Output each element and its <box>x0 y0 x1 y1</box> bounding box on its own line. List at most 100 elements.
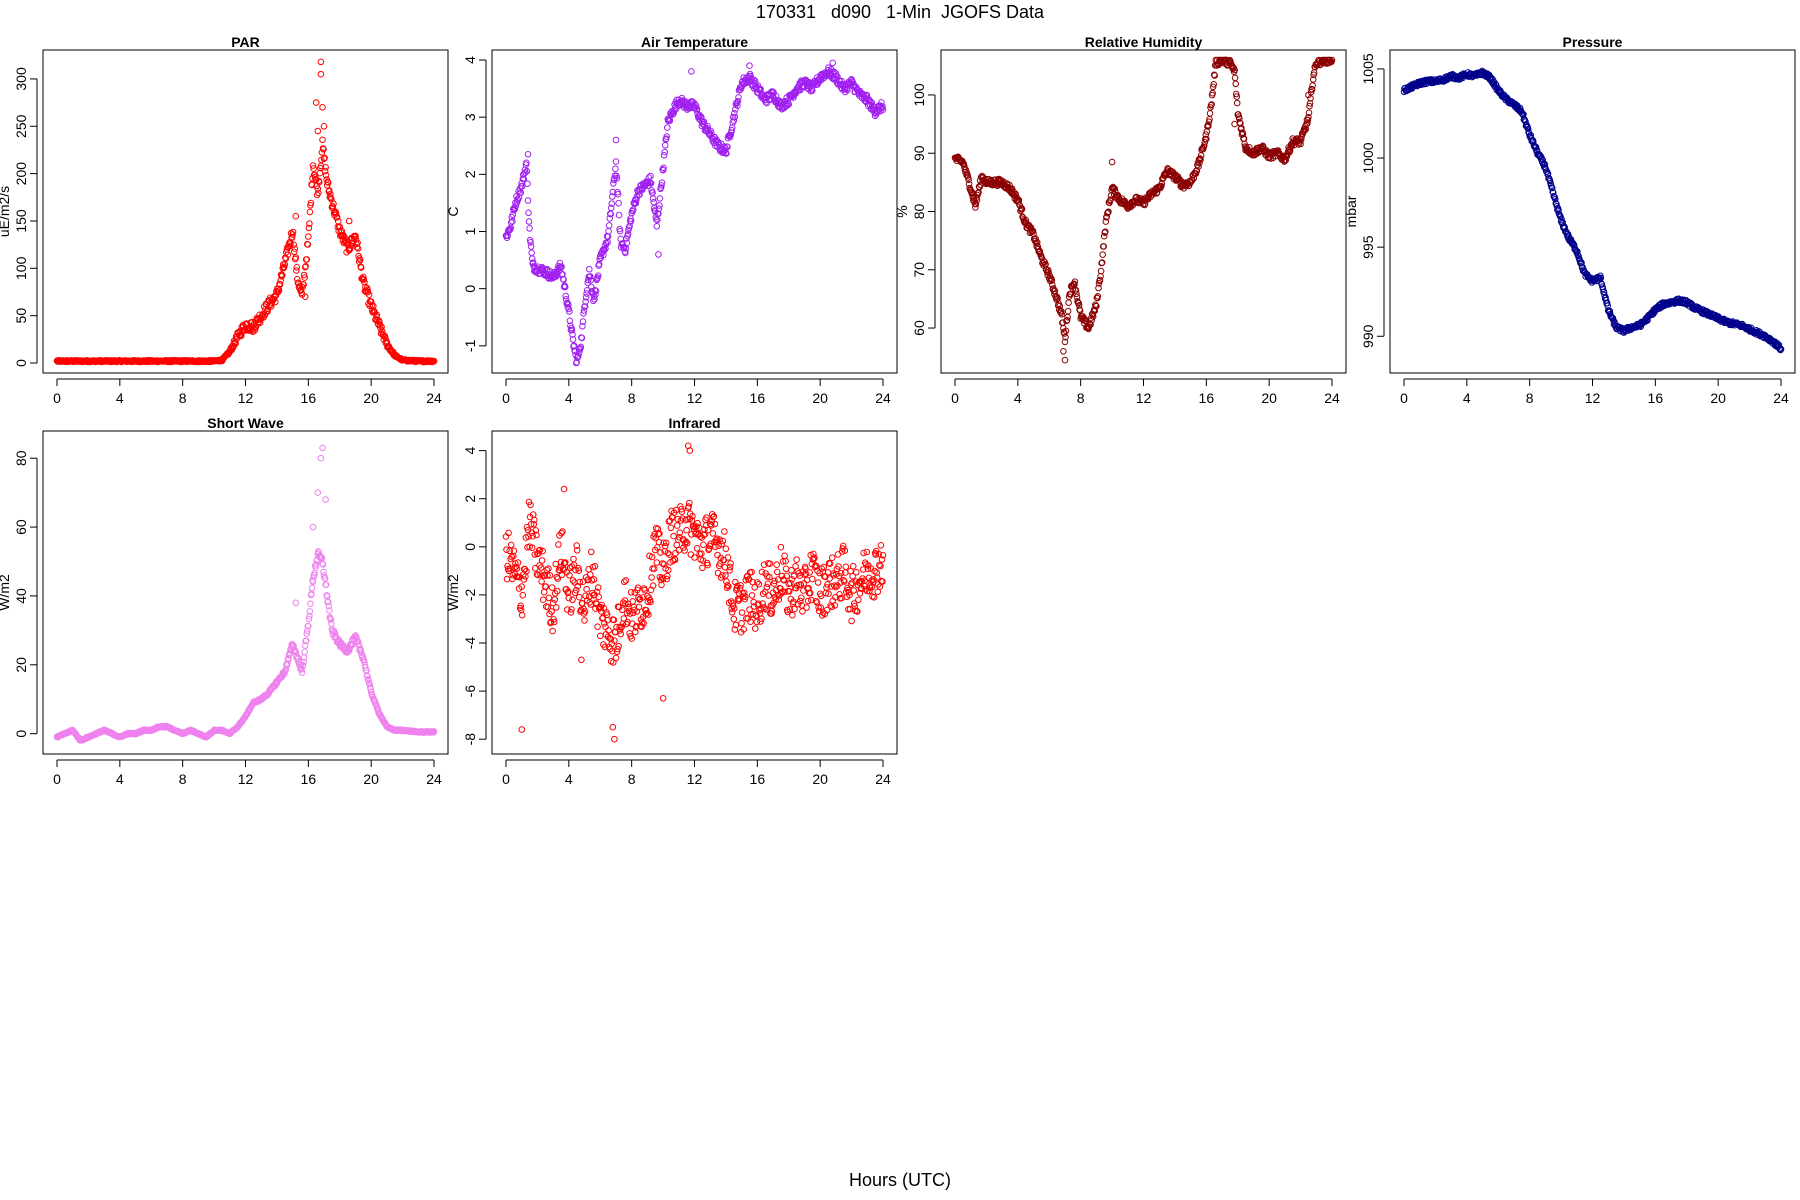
infrared-point <box>519 591 527 599</box>
air-temperature-point <box>723 150 730 157</box>
infrared-point <box>721 528 728 535</box>
par-point <box>305 224 313 232</box>
pressure-x-tick-label: 4 <box>1463 390 1471 406</box>
air-temperature-point <box>649 195 657 202</box>
air-temperature-point <box>614 190 622 198</box>
air-temperature-point <box>656 202 663 209</box>
relative-humidity-outlier-point <box>1108 158 1116 166</box>
par-title: PAR <box>231 34 260 50</box>
pressure-point <box>1405 86 1412 94</box>
infrared-point <box>687 551 695 558</box>
relative-humidity-point <box>1111 185 1118 192</box>
air-temperature-point <box>523 159 530 167</box>
infrared-point <box>588 548 595 556</box>
short-wave-x-tick-label: 24 <box>426 771 442 787</box>
relative-humidity-point <box>1033 238 1041 246</box>
relative-humidity-point <box>1095 284 1102 292</box>
relative-humidity-point <box>1096 276 1104 284</box>
infrared-point <box>529 532 537 540</box>
chart-panel-1: PAR uE/m2/s 0 4 8 12 16 20 24 0 50 100 150 200 250 300 <box>0 34 449 406</box>
relative-humidity-point <box>1058 307 1065 315</box>
relative-humidity-point <box>1206 110 1214 117</box>
par-point <box>284 251 292 258</box>
relative-humidity-point <box>1282 156 1290 164</box>
pressure-point <box>1524 125 1532 133</box>
infrared-x-tick-label: 24 <box>875 771 891 787</box>
air-temperature-point <box>735 94 742 101</box>
infrared-point <box>597 632 604 640</box>
air-temperature-point <box>525 218 533 225</box>
par-point <box>267 303 275 310</box>
relative-humidity-point <box>1062 333 1069 341</box>
par-y-tick-label: 50 <box>13 308 29 324</box>
infrared-y-tick-label: -8 <box>462 733 478 746</box>
air-temperature-point <box>653 223 661 230</box>
infrared-point <box>773 568 781 576</box>
par-x-tick-label: 20 <box>363 390 379 406</box>
pressure-y-tick-label: 1000 <box>1360 142 1376 173</box>
air-temperature-point <box>587 273 594 280</box>
relative-humidity-point <box>1029 227 1037 235</box>
air-temperature-point <box>605 222 613 229</box>
relative-humidity-point <box>1209 89 1216 97</box>
par-point <box>300 271 308 279</box>
air-temperature-point <box>566 317 574 325</box>
short-wave-point <box>308 584 316 592</box>
relative-humidity-point <box>1305 113 1312 121</box>
short-wave-point <box>299 662 307 669</box>
relative-humidity-point <box>1308 86 1316 93</box>
par-point <box>264 308 271 315</box>
par-point <box>290 248 298 256</box>
infrared-point <box>540 588 548 596</box>
air-temperature-point <box>525 209 532 217</box>
par-point <box>316 178 323 186</box>
chart-panel-4: Pressure mbar 0 4 8 12 16 20 24 990 995 1000 1005 <box>1343 34 1796 406</box>
air-temperature-plot-frame <box>491 49 898 374</box>
relative-humidity-x-tick-label: 12 <box>1136 390 1152 406</box>
air-temperature-point <box>552 273 560 281</box>
air-temperature-point <box>730 117 738 124</box>
air-temperature-point <box>664 124 671 131</box>
relative-humidity-y-tick-label: 70 <box>911 262 927 278</box>
relative-humidity-y-axis-label: % <box>894 205 910 217</box>
relative-humidity-point <box>1065 299 1072 307</box>
infrared-point <box>653 559 661 566</box>
infrared-point <box>543 566 551 574</box>
air-temperature-point <box>704 123 711 130</box>
air-temperature-point <box>563 300 571 307</box>
par-plot-frame <box>42 49 449 374</box>
relative-humidity-point <box>1305 109 1313 117</box>
par-point <box>301 274 309 281</box>
short-wave-point <box>292 649 300 656</box>
infrared-point <box>738 609 746 616</box>
air-temperature-point <box>556 259 564 267</box>
pressure-point <box>1599 285 1607 293</box>
air-temperature-y-tick-label: 3 <box>462 113 478 121</box>
air-temperature-point <box>769 88 776 95</box>
air-temperature-point <box>607 204 615 212</box>
par-outlier-point <box>312 99 320 106</box>
infrared-point <box>673 522 681 529</box>
infrared-point <box>809 575 816 583</box>
pressure-x-tick-label: 24 <box>1773 390 1789 406</box>
relative-humidity-point <box>1071 278 1079 286</box>
relative-humidity-y-tick-label: 80 <box>911 204 927 220</box>
relative-humidity-point <box>1195 163 1202 170</box>
relative-humidity-point <box>1236 115 1243 122</box>
relative-humidity-y-tick-label: 90 <box>911 145 927 161</box>
short-wave-point <box>319 561 327 568</box>
air-temperature-point <box>608 200 616 207</box>
infrared-point <box>683 526 690 534</box>
short-wave-point <box>321 575 329 582</box>
short-wave-point <box>301 642 309 649</box>
infrared-point <box>548 584 556 591</box>
par-x-tick-label: 8 <box>179 390 187 406</box>
air-temperature-point <box>528 255 536 263</box>
infrared-point <box>587 571 594 578</box>
relative-humidity-point <box>1158 182 1165 190</box>
relative-humidity-point <box>1087 321 1094 328</box>
air-temperature-point <box>693 105 701 113</box>
par-point <box>302 263 310 270</box>
air-temperature-point <box>623 239 631 247</box>
